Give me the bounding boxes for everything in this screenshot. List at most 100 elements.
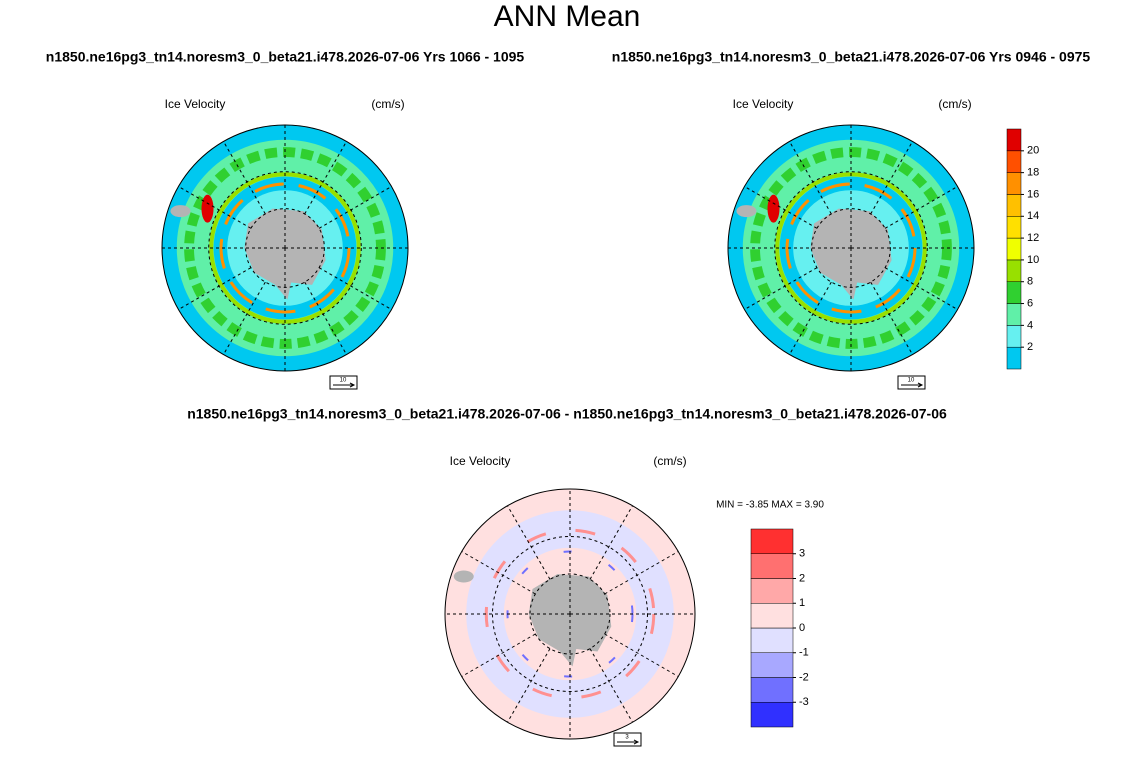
anomaly-ring bbox=[484, 528, 656, 700]
longitude-line bbox=[589, 505, 633, 580]
fast-ice bbox=[201, 194, 214, 223]
colorbar-label: 12 bbox=[1027, 232, 1039, 244]
longitude-line bbox=[178, 267, 252, 310]
longitude-line bbox=[461, 633, 536, 677]
longitude-line bbox=[178, 186, 252, 229]
colorbar-label: 3 bbox=[799, 548, 805, 560]
vector-ref-box bbox=[613, 732, 642, 747]
vector-ref-label: 3 bbox=[625, 735, 629, 741]
colorbar-segment bbox=[1006, 325, 1022, 348]
latitude-line bbox=[529, 573, 611, 655]
diff-title: n1850.ne16pg3_tn14.noresm3_0_beta21.i478… bbox=[187, 406, 947, 422]
colorbar-segment bbox=[1006, 303, 1022, 326]
fast-ice bbox=[767, 194, 780, 223]
latitude-line bbox=[492, 536, 648, 692]
colorbar-segment bbox=[750, 677, 794, 703]
longitude-line bbox=[318, 267, 392, 310]
longitude-line bbox=[789, 281, 832, 355]
units-label: (cm/s) bbox=[653, 454, 686, 468]
vector-ref-label: 10 bbox=[908, 378, 915, 384]
colorbar-segment bbox=[750, 603, 794, 629]
ice-ring bbox=[219, 182, 351, 314]
colorbar-segment bbox=[1006, 346, 1022, 370]
latitude-line bbox=[208, 171, 362, 325]
colorbar-label: 2 bbox=[799, 572, 805, 584]
ice-ring bbox=[742, 139, 960, 357]
colorbar-segment bbox=[750, 652, 794, 678]
longitude-line bbox=[589, 648, 633, 723]
south-america bbox=[453, 570, 474, 583]
colorbar-segment bbox=[750, 702, 794, 728]
case-title: n1850.ne16pg3_tn14.noresm3_0_beta21.i478… bbox=[46, 49, 525, 65]
colorbar-segment bbox=[1006, 237, 1022, 261]
colorbar-segment bbox=[1006, 259, 1022, 282]
field-label: Ice Velocity bbox=[165, 97, 226, 111]
south-america bbox=[170, 205, 191, 218]
map-border bbox=[161, 124, 409, 372]
longitude-line bbox=[507, 648, 551, 723]
units-label: (cm/s) bbox=[371, 97, 404, 111]
units-label: (cm/s) bbox=[938, 97, 971, 111]
longitude-line bbox=[870, 281, 913, 355]
colorbar-segment bbox=[1006, 194, 1022, 217]
longitude-line bbox=[884, 267, 958, 310]
colorbar-segment bbox=[1006, 172, 1022, 195]
longitude-line bbox=[304, 281, 347, 355]
colorbar-label: -2 bbox=[799, 671, 809, 683]
ice-ring bbox=[176, 139, 394, 357]
colorbar-label: 18 bbox=[1027, 167, 1039, 179]
latitude-line bbox=[811, 208, 891, 288]
latitude-line bbox=[774, 171, 928, 325]
colorbar-label: 14 bbox=[1027, 210, 1039, 222]
colorbar-segment bbox=[750, 578, 794, 604]
vector-ref-head bbox=[349, 382, 356, 388]
colorbar-label: 16 bbox=[1027, 188, 1039, 200]
vector-ref-head bbox=[633, 739, 640, 745]
longitude-line bbox=[507, 505, 551, 580]
longitude-line bbox=[318, 186, 392, 229]
colorbar-label: 2 bbox=[1027, 341, 1033, 353]
ice-ring bbox=[785, 182, 917, 314]
colorbar-label: 0 bbox=[799, 622, 805, 634]
longitude-line bbox=[604, 633, 679, 677]
longitude-line bbox=[461, 551, 536, 595]
colorbar-label: 6 bbox=[1027, 297, 1033, 309]
colorbar-segment bbox=[750, 528, 794, 554]
map-border bbox=[444, 488, 696, 740]
title: ANN Mean bbox=[494, 0, 641, 33]
longitude-line bbox=[223, 141, 266, 215]
colorbar-segment bbox=[1006, 216, 1022, 239]
colorbar-segment bbox=[1006, 128, 1022, 152]
stats: MIN = -3.85 MAX = 3.90 bbox=[716, 500, 824, 511]
colorbar-segment bbox=[750, 553, 794, 579]
longitude-line bbox=[304, 141, 347, 215]
colorbar-label: 4 bbox=[1027, 319, 1033, 331]
field-label: Ice Velocity bbox=[733, 97, 794, 111]
colorbar-label: 10 bbox=[1027, 254, 1039, 266]
south-america bbox=[736, 205, 757, 218]
field-label: Ice Velocity bbox=[450, 454, 511, 468]
longitude-line bbox=[604, 551, 679, 595]
latitude-line bbox=[245, 208, 325, 288]
vector-ref-label: 10 bbox=[340, 378, 347, 384]
colorbar-label: 8 bbox=[1027, 276, 1033, 288]
ice-ring bbox=[750, 147, 952, 349]
ice-ring bbox=[184, 147, 386, 349]
longitude-line bbox=[744, 267, 818, 310]
longitude-line bbox=[870, 141, 913, 215]
longitude-line bbox=[744, 186, 818, 229]
colorbar-label: -3 bbox=[799, 696, 809, 708]
case-title: n1850.ne16pg3_tn14.noresm3_0_beta21.i478… bbox=[612, 49, 1091, 65]
longitude-line bbox=[223, 281, 266, 355]
colorbar-segment bbox=[1006, 281, 1022, 304]
longitude-line bbox=[884, 186, 958, 229]
colorbar-segment bbox=[750, 627, 794, 653]
vector-ref-box bbox=[329, 375, 358, 390]
colorbar-label: 1 bbox=[799, 597, 805, 609]
colorbar-label: 20 bbox=[1027, 145, 1039, 157]
colorbar-segment bbox=[1006, 150, 1022, 173]
vector-ref-box bbox=[897, 375, 926, 390]
colorbar-label: -1 bbox=[799, 647, 809, 659]
